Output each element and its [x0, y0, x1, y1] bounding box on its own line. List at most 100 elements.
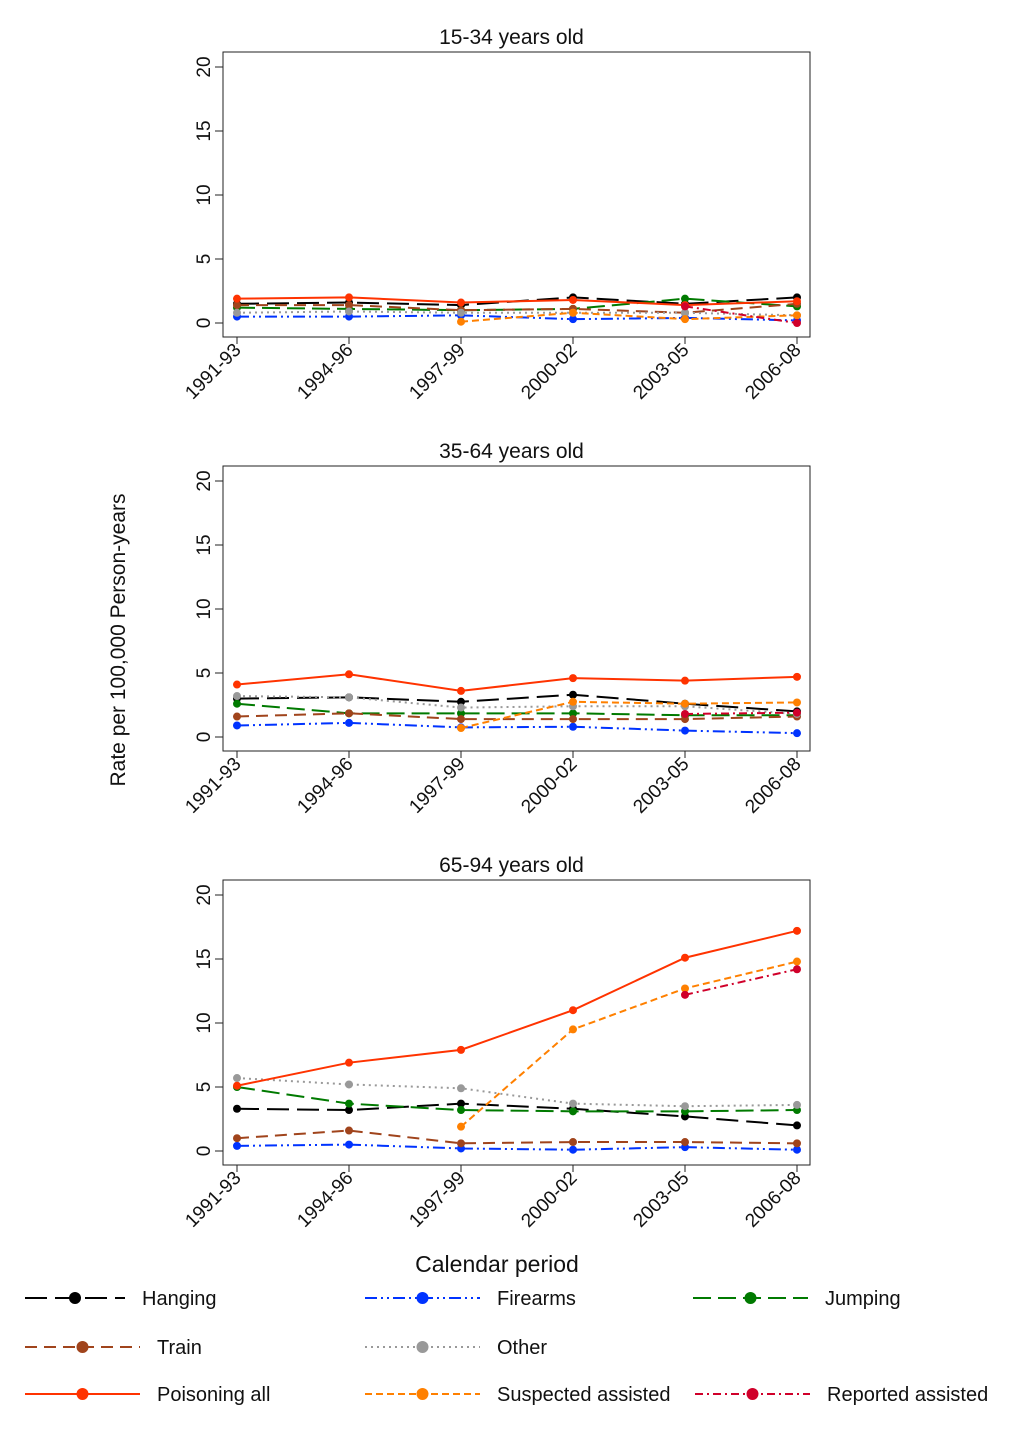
legend-item-other: Other: [365, 1337, 547, 1359]
x-tick-label: 2000-02: [517, 340, 581, 404]
data-point: [345, 1099, 353, 1108]
data-point: [345, 1106, 353, 1115]
legend-item-jumping: Jumping: [693, 1288, 901, 1310]
data-point: [793, 1121, 801, 1130]
data-point: [345, 1126, 353, 1135]
data-point: [681, 726, 689, 735]
data-point: [345, 1140, 353, 1149]
series-line: [236, 712, 798, 721]
data-point: [569, 295, 577, 304]
data-point: [793, 698, 801, 707]
x-tick-label: 1997-99: [405, 754, 469, 818]
legend-marker: [416, 1292, 429, 1304]
data-point: [233, 301, 241, 310]
x-tick-label: 1994-96: [293, 754, 357, 818]
x-tick-label: 2000-02: [517, 1168, 581, 1232]
series-line: [236, 929, 798, 1087]
data-point: [345, 1080, 353, 1089]
y-tick-label: 20: [194, 56, 215, 77]
series-line: [684, 711, 798, 715]
y-tick-label: 10: [194, 184, 215, 205]
x-tick-label: 1994-96: [293, 1168, 357, 1232]
data-point: [793, 672, 801, 681]
data-point: [793, 957, 801, 966]
y-tick-label: 15: [194, 534, 215, 555]
panel-2: 35-64 years old 0 5 10 15 20 1991-93 1994-96 199…: [181, 440, 811, 818]
x-tick-label: 2003-05: [629, 1168, 693, 1232]
x-tick-label: 2006-08: [741, 340, 805, 404]
y-tick-label: 10: [194, 598, 215, 619]
data-point: [793, 1139, 801, 1148]
series-train: [233, 1126, 801, 1148]
x-tick-label: 1991-93: [181, 754, 245, 818]
data-point: [457, 1122, 465, 1131]
legend-marker: [744, 1292, 757, 1304]
data-point: [793, 926, 801, 935]
data-point: [457, 715, 465, 724]
data-point: [345, 670, 353, 679]
panel-3: 65-94 years old 0 5 10 15 20 1991-93 1994-96 199…: [181, 854, 811, 1232]
y-tick-label: 0: [194, 1146, 215, 1157]
data-point: [681, 709, 689, 718]
x-axis-label: Calendar period: [415, 1251, 579, 1277]
x-tick-label: 2006-08: [741, 1168, 805, 1232]
data-point: [233, 699, 241, 708]
data-point: [569, 315, 577, 324]
legend-marker: [746, 1388, 759, 1400]
legend-label: Train: [157, 1337, 202, 1359]
data-point: [793, 1145, 801, 1154]
series-firearms: [233, 718, 801, 738]
legend-marker: [76, 1341, 89, 1353]
data-point: [793, 297, 801, 306]
plot-frame: [222, 51, 811, 338]
series-line: [460, 960, 798, 1128]
data-point: [457, 1045, 465, 1054]
data-point: [345, 709, 353, 718]
series-poisoning-all: [233, 670, 801, 695]
data-point: [233, 308, 241, 317]
x-tick-label: 1991-93: [181, 1168, 245, 1232]
data-point: [345, 1058, 353, 1067]
legend-marker: [76, 1388, 89, 1400]
y-axis-label: Rate per 100,000 Person-years: [107, 493, 130, 786]
y-tick-label: 15: [194, 948, 215, 969]
x-tick-label: 2006-08: [741, 754, 805, 818]
data-point: [569, 1099, 577, 1108]
data-point: [793, 729, 801, 738]
data-point: [233, 680, 241, 689]
y-tick-label: 5: [194, 668, 215, 679]
x-tick-label: 2003-05: [629, 340, 693, 404]
data-point: [569, 1107, 577, 1116]
data-point: [233, 721, 241, 730]
data-point: [681, 990, 689, 999]
data-point: [457, 298, 465, 307]
series-reported-assisted: [681, 708, 801, 718]
series-reported-assisted: [681, 965, 801, 999]
data-point: [457, 1106, 465, 1115]
y-tick-label: 15: [194, 120, 215, 141]
series-line: [237, 302, 798, 314]
legend-marker: [416, 1341, 429, 1353]
legend-item-hanging: Hanging: [25, 1288, 217, 1310]
data-point: [569, 308, 577, 317]
series-other: [233, 1074, 801, 1111]
data-point: [681, 1102, 689, 1111]
data-point: [345, 693, 353, 702]
series-poisoning-all: [233, 926, 801, 1090]
legend-label: Poisoning all: [157, 1384, 270, 1406]
legend-item-suspected-assisted: Suspected assisted: [365, 1384, 670, 1406]
series-line: [236, 1143, 798, 1151]
legend-label: Reported assisted: [827, 1384, 988, 1406]
series-line: [236, 1129, 798, 1145]
data-point: [569, 1138, 577, 1147]
data-point: [233, 712, 241, 721]
x-tick-label: 1997-99: [405, 340, 469, 404]
data-point: [457, 697, 465, 706]
x-tick-label: 2000-02: [517, 754, 581, 818]
x-tick-label: 2003-05: [629, 754, 693, 818]
panel-title: 65-94 years old: [439, 854, 584, 877]
data-point: [681, 699, 689, 708]
series-line: [684, 968, 798, 996]
